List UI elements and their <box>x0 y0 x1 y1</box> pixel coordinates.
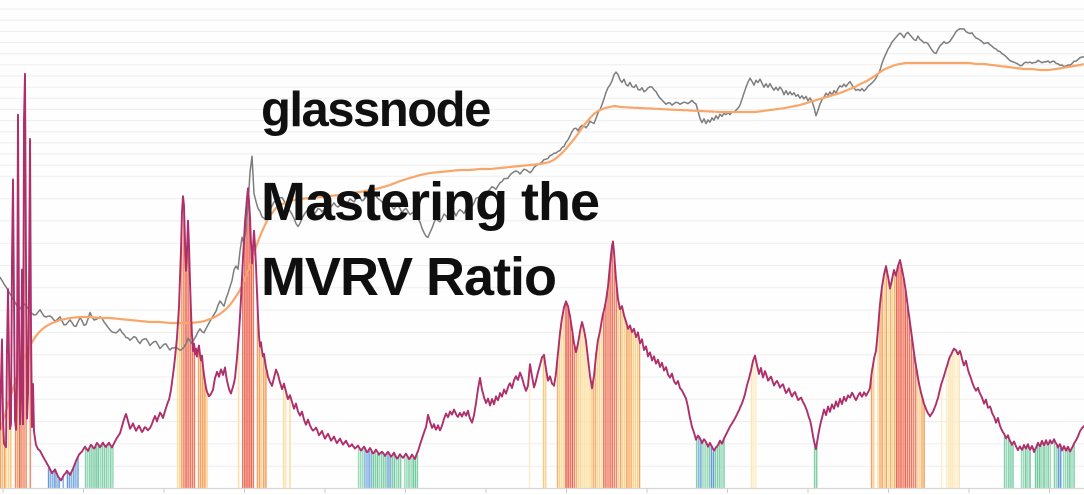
glassnode-logo: glassnode <box>261 83 491 137</box>
title-line-1: Mastering the <box>261 172 600 232</box>
text-overlay: glassnode Mastering the MVRV Ratio <box>261 83 600 315</box>
title-line-2: MVRV Ratio <box>261 247 557 307</box>
page-title: Mastering the MVRV Ratio <box>261 165 600 315</box>
